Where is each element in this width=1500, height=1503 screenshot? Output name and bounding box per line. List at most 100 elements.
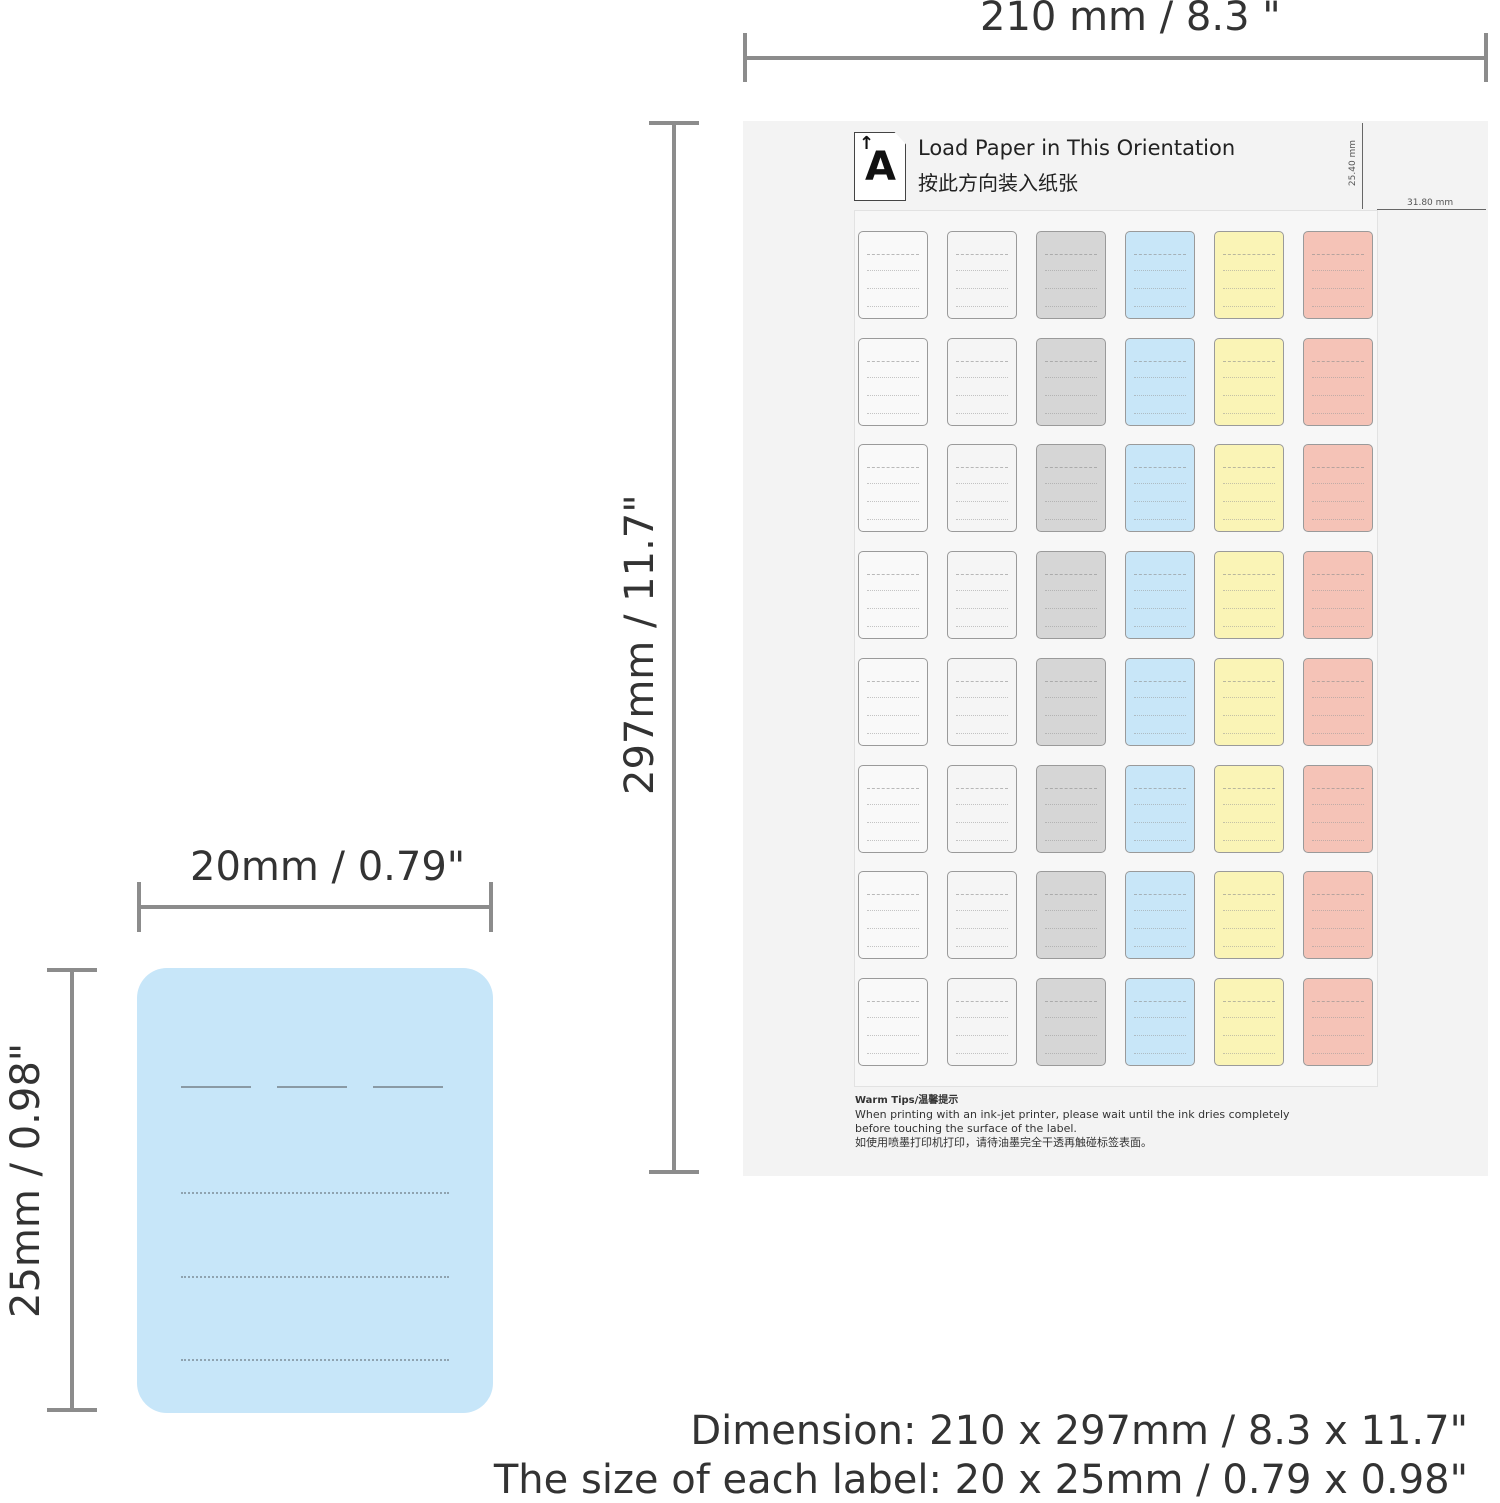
label-dotted-line xyxy=(1045,483,1097,485)
label-dash-line xyxy=(1223,787,1275,789)
sheet-label xyxy=(858,977,928,1066)
label-dotted-line xyxy=(867,501,919,503)
sheet-label xyxy=(1125,657,1195,746)
label-dotted-line xyxy=(867,519,919,521)
label-dash-line xyxy=(956,360,1008,362)
label-dotted-line xyxy=(867,626,919,628)
label-dotted-line xyxy=(1223,270,1275,271)
load-orientation-icon: ↑ A xyxy=(854,132,906,201)
label-dotted-line xyxy=(867,1052,919,1054)
sheet-label xyxy=(1125,551,1195,640)
label-dotted-line xyxy=(1312,803,1364,805)
label-dotted-line xyxy=(1312,394,1364,396)
label-dotted-line xyxy=(1134,501,1186,503)
label-dotted-line xyxy=(1223,1052,1275,1054)
label-dotted-line xyxy=(181,1276,449,1278)
sheet-label xyxy=(947,444,1017,533)
label-dotted-line xyxy=(1223,608,1275,610)
label-dotted-line xyxy=(956,483,1008,485)
label-dotted-line xyxy=(1134,821,1186,823)
label-dotted-line xyxy=(1312,910,1364,912)
label-dotted-line xyxy=(956,839,1008,841)
label-dash-line xyxy=(1045,254,1097,255)
label-dotted-line xyxy=(1134,946,1186,948)
label-dotted-line xyxy=(1312,696,1364,698)
label-dotted-line xyxy=(1223,696,1275,698)
label-dotted-line xyxy=(1223,590,1275,592)
label-dotted-line xyxy=(1045,270,1097,271)
label-dash-line xyxy=(1134,787,1186,789)
sheet-label xyxy=(858,337,928,426)
label-width-label: 20mm / 0.79" xyxy=(190,844,466,890)
sheet-label xyxy=(1125,444,1195,533)
sheet-height-label: 297mm / 11.7" xyxy=(617,494,663,795)
label-dash-line xyxy=(1223,574,1275,576)
sheet-label xyxy=(947,657,1017,746)
label-dotted-line xyxy=(956,1034,1008,1036)
label-dotted-line xyxy=(181,1359,449,1361)
label-dotted-line xyxy=(1134,696,1186,698)
label-dash-line xyxy=(1223,680,1275,682)
warm-tips-line-3: 如使用喷墨打印机打印，请待油墨完全干透再触碰标签表面。 xyxy=(855,1136,1152,1149)
label-dash-line xyxy=(1223,1000,1275,1002)
label-dotted-line xyxy=(1045,1034,1097,1036)
sheet-width-label: 210 mm / 8.3 " xyxy=(980,0,1281,40)
label-dotted-line xyxy=(1134,412,1186,414)
label-dotted-line xyxy=(1223,1016,1275,1018)
label-dotted-line xyxy=(1312,483,1364,485)
label-dotted-line xyxy=(1312,821,1364,823)
sheet-label xyxy=(1214,657,1284,746)
sheet-label xyxy=(858,551,928,640)
label-dotted-line xyxy=(956,928,1008,930)
label-dotted-line xyxy=(1045,821,1097,823)
label-dotted-line xyxy=(867,376,919,378)
label-dotted-line xyxy=(1045,288,1097,289)
sheet-label xyxy=(1036,977,1106,1066)
label-dotted-line xyxy=(956,590,1008,592)
label-dotted-line xyxy=(1045,946,1097,948)
label-dotted-line xyxy=(1223,910,1275,912)
label-dash-line xyxy=(1312,360,1364,362)
label-height-tick-top xyxy=(47,968,97,972)
label-dotted-line xyxy=(1045,412,1097,414)
label-dash-line xyxy=(1223,467,1275,469)
label-dotted-line xyxy=(1134,1016,1186,1018)
label-dotted-line xyxy=(1223,714,1275,716)
label-dotted-line xyxy=(956,501,1008,503)
single-label-enlarged xyxy=(137,968,493,1413)
label-dotted-line xyxy=(867,412,919,414)
label-dotted-line xyxy=(1134,376,1186,378)
label-dash-line xyxy=(867,254,919,255)
sheet-height-dimension-line xyxy=(672,123,676,1173)
label-dash-line xyxy=(956,680,1008,682)
label-dotted-line xyxy=(1312,519,1364,521)
label-dotted-line xyxy=(956,626,1008,628)
label-height-label: 25mm / 0.98" xyxy=(3,1042,49,1318)
sheet-label xyxy=(1303,764,1373,853)
label-dotted-line xyxy=(1045,394,1097,396)
label-dash-line xyxy=(1312,787,1364,789)
warm-tips: Warm Tips/温馨提示 When printing with an ink… xyxy=(855,1094,1290,1150)
sheet-width-dimension-line xyxy=(745,56,1487,60)
label-dotted-line xyxy=(1134,288,1186,289)
label-dotted-line xyxy=(956,803,1008,805)
label-dotted-line xyxy=(956,376,1008,378)
label-dotted-line xyxy=(1312,1052,1364,1054)
label-dash-line xyxy=(1312,1000,1364,1002)
label-dotted-line xyxy=(956,270,1008,271)
label-dotted-line xyxy=(1312,288,1364,289)
sheet-label xyxy=(858,444,928,533)
label-dotted-line xyxy=(1045,519,1097,521)
sheet-label xyxy=(1214,764,1284,853)
sheet-label xyxy=(1214,444,1284,533)
label-dotted-line xyxy=(1312,306,1364,307)
label-dotted-line xyxy=(867,803,919,805)
label-dotted-line xyxy=(1134,1052,1186,1054)
sheet-label xyxy=(1036,231,1106,319)
label-dash-line xyxy=(956,787,1008,789)
label-dotted-line xyxy=(867,608,919,610)
sheet-label xyxy=(1214,551,1284,640)
label-dotted-line xyxy=(1045,732,1097,734)
label-dotted-line xyxy=(1312,270,1364,271)
label-dotted-line xyxy=(1045,608,1097,610)
